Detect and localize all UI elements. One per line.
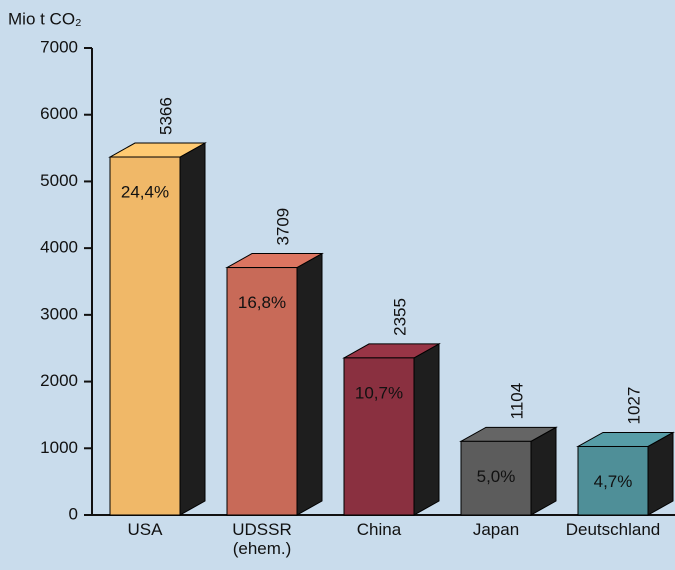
y-tick-label: 5000 [40,171,78,190]
value-label: 1104 [507,383,526,420]
share-label: 24,4% [121,182,169,201]
y-tick-label: 0 [69,504,78,523]
bar-side [530,426,557,516]
y-axis-title: Mio t CO₂ [8,9,82,28]
y-tick-label: 7000 [40,37,78,56]
bar [226,267,298,516]
x-tick-label: China [356,520,402,539]
y-tick-label: 3000 [40,304,78,323]
bar [343,357,415,516]
share-label: 5,0% [477,467,516,486]
bar [460,440,532,516]
bar [109,156,181,516]
bar-side [296,252,323,516]
y-tick-label: 4000 [40,238,78,257]
share-label: 10,7% [355,383,403,402]
share-label: 4,7% [594,472,633,491]
value-label: 3709 [273,208,292,246]
y-tick-label: 1000 [40,438,78,457]
y-tick-label: 6000 [40,104,78,123]
value-label: 2355 [390,298,409,336]
value-label: 5366 [156,97,175,135]
x-tick-label: UDSSR (ehem.) [232,520,292,558]
bar [577,445,649,516]
y-tick-label: 2000 [40,371,78,390]
x-tick-label: Deutschland [565,520,661,539]
bar-side [413,343,440,516]
value-label: 1027 [624,387,643,425]
x-tick-label: USA [127,520,163,539]
x-tick-label: Japan [472,520,520,539]
bar-side [179,142,206,516]
share-label: 16,8% [238,293,286,312]
